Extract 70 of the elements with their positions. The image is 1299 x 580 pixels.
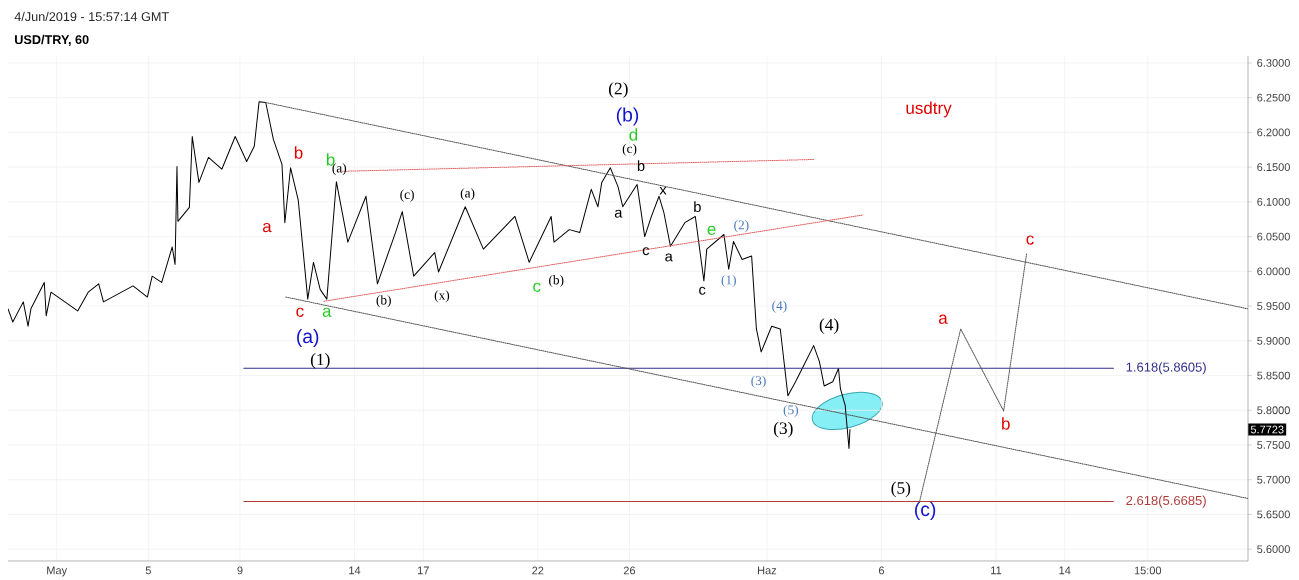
annotation: (4) (819, 318, 839, 335)
chart-subtitle: 4/Jun/2019 - 15:57:14 GMT (14, 11, 169, 22)
annotation: (b) (376, 295, 391, 308)
annotation: (5) (891, 481, 911, 498)
y-tick-label: 5.8000 (1257, 406, 1290, 415)
annotation: d (629, 128, 638, 141)
x-tick-label: 9 (237, 566, 243, 575)
annotation: c (699, 286, 706, 295)
y-tick-label: 6.3000 (1257, 59, 1290, 67)
annotation: (c) (915, 501, 936, 520)
x-tick-label: 5 (145, 566, 151, 575)
x-tick-label: 14 (1059, 566, 1071, 575)
x-tick-label: 17 (417, 566, 429, 575)
y-tick-label: 5.6000 (1257, 545, 1290, 554)
annotation: (4) (772, 300, 787, 313)
y-tick-label: 6.0500 (1257, 232, 1290, 241)
annotation: (b) (616, 107, 639, 126)
annotation: (a) (460, 188, 475, 201)
x-tick-label: 6 (878, 566, 885, 575)
annotation: a (322, 307, 332, 317)
x-tick-label: 26 (623, 566, 636, 575)
y-tick-label: 5.6500 (1257, 510, 1290, 519)
annotation: a (614, 209, 623, 218)
annotation: (3) (751, 375, 766, 388)
y-tick-label: 5.8500 (1257, 371, 1290, 380)
chart-title: USD/TRY, 60 (15, 34, 89, 46)
annotation: (5) (783, 404, 799, 417)
annotation: (b) (549, 274, 564, 288)
annotation: c (1026, 235, 1034, 245)
x-tick-label: 14 (349, 566, 361, 575)
annotation: a (262, 222, 272, 233)
text: 5.7723 (1250, 425, 1284, 434)
x-tick-label: 11 (991, 566, 1002, 575)
annotation: b (694, 201, 701, 213)
y-tick-label: 6.2500 (1257, 93, 1290, 102)
y-tick-label: 6.1500 (1257, 163, 1290, 172)
annotation: c (642, 247, 650, 256)
annotation: x (659, 186, 667, 195)
annotation: (a) (297, 329, 319, 348)
annotation: usdtry (906, 101, 952, 118)
y-tick-label: 6.0000 (1257, 267, 1290, 276)
annotation: b (637, 160, 645, 172)
annotation: c (296, 307, 304, 317)
annotation: b (1002, 417, 1010, 430)
y-tick-label: 6.2000 (1257, 128, 1290, 137)
annotation: e (707, 225, 716, 235)
annotation: (1) (310, 353, 330, 369)
annotation: (2) (608, 82, 628, 98)
y-tick-label: 5.9000 (1257, 336, 1290, 345)
annotation: (x) (434, 290, 450, 303)
line-series (8, 101, 851, 449)
annotation: b (294, 146, 303, 159)
series-label: 2.618(5.6685) (1126, 495, 1206, 508)
y-tick-label: 5.9500 (1257, 302, 1290, 310)
y-tick-label: 5.7000 (1257, 475, 1290, 484)
annotation: c (533, 282, 541, 292)
y-tick-label: 5.7500 (1257, 441, 1290, 449)
x-tick-label: May (47, 566, 68, 577)
annotation: (c) (622, 143, 637, 156)
annotation: (c) (400, 189, 414, 202)
x-tick-label: 22 (532, 566, 544, 575)
annotation: a (665, 253, 673, 262)
y-tick-label: 6.1000 (1257, 197, 1290, 206)
annotation: (1) (721, 274, 736, 288)
series-label: 1.618(5.8605) (1126, 362, 1206, 375)
x-tick-label: 15:00 (1134, 566, 1162, 575)
annotation: (3) (773, 421, 793, 438)
x-tick-label: Haz (758, 566, 777, 575)
annotation: (2) (734, 220, 749, 233)
annotation: a (938, 314, 948, 324)
